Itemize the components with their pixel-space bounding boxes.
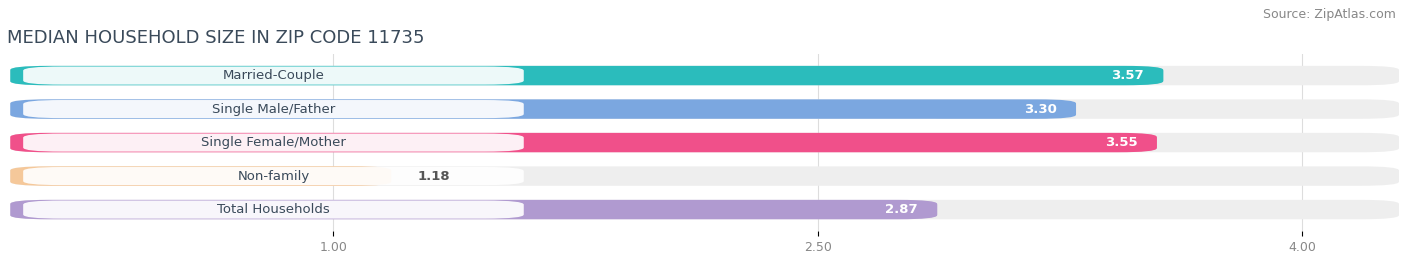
Text: 3.57: 3.57 [1111, 69, 1144, 82]
FancyBboxPatch shape [10, 166, 1399, 186]
FancyBboxPatch shape [988, 133, 1157, 152]
FancyBboxPatch shape [10, 200, 1399, 219]
FancyBboxPatch shape [10, 133, 1157, 152]
FancyBboxPatch shape [908, 100, 1076, 118]
FancyBboxPatch shape [10, 99, 1076, 119]
Text: Source: ZipAtlas.com: Source: ZipAtlas.com [1263, 8, 1396, 21]
FancyBboxPatch shape [22, 100, 524, 118]
FancyBboxPatch shape [22, 200, 524, 219]
FancyBboxPatch shape [10, 66, 1399, 85]
FancyBboxPatch shape [10, 66, 1163, 85]
Text: 1.18: 1.18 [418, 169, 450, 183]
Text: 3.55: 3.55 [1105, 136, 1137, 149]
Text: 2.87: 2.87 [886, 203, 918, 216]
FancyBboxPatch shape [22, 133, 524, 152]
FancyBboxPatch shape [10, 99, 1399, 119]
FancyBboxPatch shape [10, 133, 1399, 152]
Text: 3.30: 3.30 [1024, 102, 1057, 116]
Text: Non-family: Non-family [238, 169, 309, 183]
FancyBboxPatch shape [769, 200, 938, 219]
Text: Married-Couple: Married-Couple [222, 69, 325, 82]
FancyBboxPatch shape [10, 200, 938, 219]
Text: Single Female/Mother: Single Female/Mother [201, 136, 346, 149]
FancyBboxPatch shape [995, 66, 1163, 85]
Text: MEDIAN HOUSEHOLD SIZE IN ZIP CODE 11735: MEDIAN HOUSEHOLD SIZE IN ZIP CODE 11735 [7, 29, 425, 47]
FancyBboxPatch shape [10, 166, 391, 186]
Text: Single Male/Father: Single Male/Father [212, 102, 335, 116]
FancyBboxPatch shape [22, 167, 524, 185]
FancyBboxPatch shape [22, 66, 524, 85]
Text: Total Households: Total Households [217, 203, 330, 216]
